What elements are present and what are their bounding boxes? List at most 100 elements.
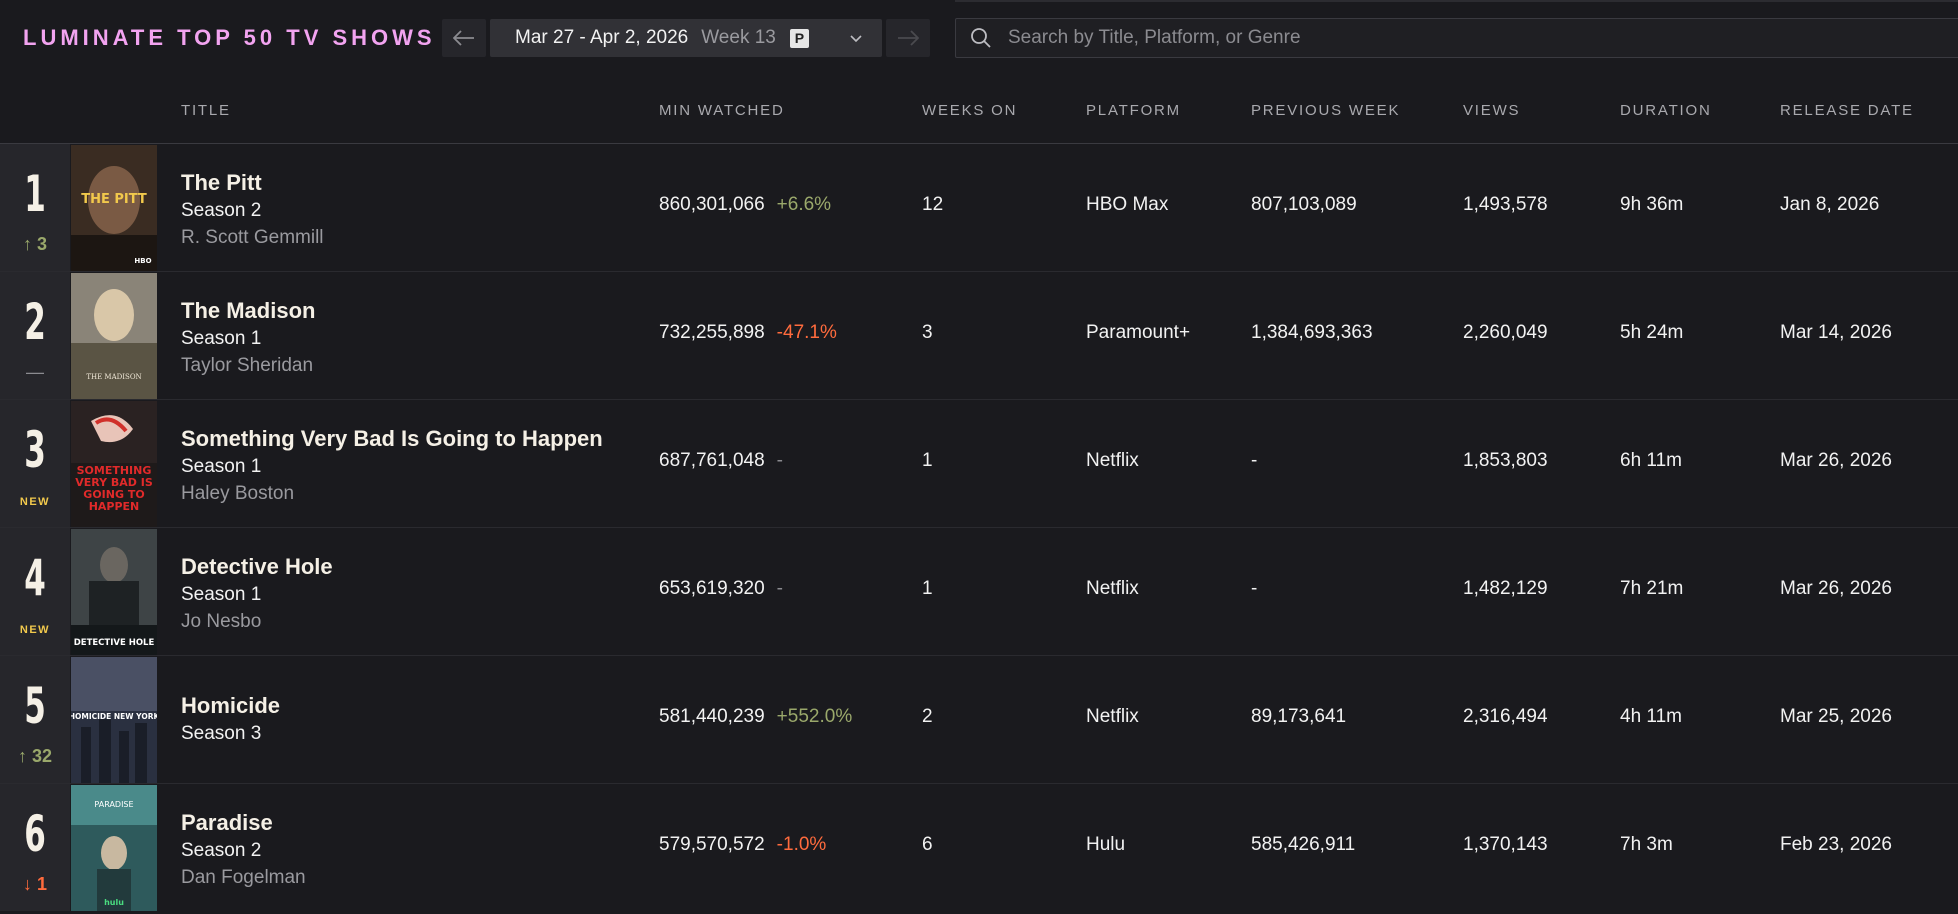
- release-date-cell: Mar 14, 2026: [1780, 322, 1892, 343]
- column-header-release-date[interactable]: RELEASE DATE: [1780, 102, 1914, 119]
- search-bar[interactable]: [955, 18, 1958, 58]
- rank-column: 2 —: [0, 272, 70, 399]
- top-divider: [955, 0, 1958, 2]
- show-title[interactable]: Paradise: [181, 810, 273, 835]
- season-label: Season 2: [181, 200, 262, 221]
- min-watched-cell: 732,255,898 -47.1%: [659, 322, 837, 344]
- date-range: Mar 27 - Apr 2, 2026: [515, 27, 689, 48]
- rank-number: 4: [24, 549, 46, 607]
- column-header-weeks-on[interactable]: WEEKS ON: [922, 102, 1018, 119]
- week-selector-dropdown[interactable]: Mar 27 - Apr 2, 2026 Week 13 P: [490, 19, 882, 57]
- row-divider: [0, 527, 1958, 528]
- next-week-button[interactable]: [886, 19, 930, 57]
- p-badge-icon: P: [789, 28, 809, 48]
- table-row[interactable]: 5 ↑ 32 HOMICIDE NEW YORK Homicide Season…: [0, 656, 1958, 784]
- column-header-views[interactable]: VIEWS: [1463, 102, 1521, 119]
- column-header-duration[interactable]: DURATION: [1620, 102, 1712, 119]
- previous-week-cell: 585,426,911: [1251, 834, 1356, 855]
- the-pitt-poster-image[interactable]: THE PITT HBO: [71, 145, 157, 271]
- show-title[interactable]: Something Very Bad Is Going to Happen: [181, 426, 603, 451]
- duration-cell: 4h 11m: [1620, 706, 1682, 727]
- column-header-platform[interactable]: PLATFORM: [1086, 102, 1181, 119]
- rank-column: 1 ↑ 3: [0, 144, 70, 271]
- the-madison-poster-image[interactable]: THE MADISON: [71, 273, 157, 399]
- rank-movement: ↑ 3: [22, 234, 47, 254]
- duration-cell: 9h 36m: [1620, 194, 1684, 215]
- release-date-cell: Mar 25, 2026: [1780, 706, 1892, 727]
- views-cell: 1,493,578: [1463, 194, 1548, 215]
- change-percent: -: [776, 450, 783, 471]
- table-row[interactable]: 3 NEW SOMETHING VERY BAD IS GOING TO HAP…: [0, 400, 1958, 528]
- poster-title-text: THE PITT: [81, 192, 147, 207]
- homicide-poster-image[interactable]: HOMICIDE NEW YORK: [71, 657, 157, 783]
- column-header-previous-week[interactable]: PREVIOUS WEEK: [1251, 102, 1401, 119]
- rank-number: 6: [24, 805, 46, 863]
- show-title[interactable]: The Pitt: [181, 170, 262, 195]
- rank-number: 5: [24, 677, 46, 735]
- something-very-bad-poster-image[interactable]: SOMETHING VERY BAD IS GOING TO HAPPEN: [71, 401, 157, 527]
- table-row[interactable]: 2 — THE MADISON The Madison Season 1 Tay…: [0, 272, 1958, 400]
- app-title: LUMINATE TOP 50 TV SHOWS: [23, 25, 436, 50]
- rank-column: 3 NEW: [0, 400, 70, 527]
- column-header-title[interactable]: TITLE: [181, 102, 231, 119]
- previous-week-cell: 1,384,693,363: [1251, 322, 1373, 343]
- platform-cell: HBO Max: [1086, 194, 1169, 215]
- duration-cell: 7h 3m: [1620, 834, 1673, 855]
- header-divider: [0, 143, 1958, 144]
- search-input[interactable]: [1008, 27, 1908, 49]
- paradise-poster-image[interactable]: PARADISE hulu: [71, 785, 157, 911]
- previous-week-cell: -: [1251, 578, 1258, 599]
- show-title[interactable]: Detective Hole: [181, 554, 333, 579]
- min-watched-value: 687,761,048: [659, 450, 765, 471]
- poster-title-text: THE MADISON: [86, 373, 141, 381]
- row-divider: [0, 399, 1958, 400]
- weeks-on-cell: 12: [922, 194, 944, 215]
- column-header-min-watched[interactable]: MIN WATCHED: [659, 102, 785, 119]
- title-cell: Paradise Season 2 Dan Fogelman: [181, 809, 306, 891]
- weeks-on-cell: 2: [922, 706, 933, 727]
- show-title[interactable]: The Madison: [181, 298, 316, 323]
- rank-number: 2: [24, 293, 46, 351]
- poster-title-text: PARADISE: [94, 800, 133, 809]
- table-row[interactable]: 4 NEW DETECTIVE HOLE Detective Hole Seas…: [0, 528, 1958, 656]
- arrow-right-icon: [898, 30, 919, 46]
- min-watched-cell: 579,570,572 -1.0%: [659, 834, 826, 856]
- rank-movement: ↓ 1: [22, 874, 47, 894]
- views-cell: 2,316,494: [1463, 706, 1548, 727]
- weeks-on-cell: 3: [922, 322, 933, 343]
- min-watched-value: 581,440,239: [659, 706, 765, 727]
- views-cell: 2,260,049: [1463, 322, 1548, 343]
- rank-column: 4 NEW: [0, 528, 70, 655]
- table-row[interactable]: 6 ↓ 1 PARADISE hulu Paradise Season 2 Da…: [0, 784, 1958, 912]
- previous-week-cell: 807,103,089: [1251, 194, 1357, 215]
- table-header: TITLE MIN WATCHED WEEKS ON PLATFORM PREV…: [0, 76, 1958, 144]
- min-watched-cell: 653,619,320-: [659, 578, 783, 600]
- season-label: Season 1: [181, 328, 262, 349]
- poster-title-text: HOMICIDE NEW YORK: [71, 712, 157, 721]
- previous-week-button[interactable]: [442, 19, 486, 57]
- release-date-cell: Mar 26, 2026: [1780, 578, 1892, 599]
- weeks-on-cell: 6: [922, 834, 933, 855]
- rank-number: 1: [24, 165, 46, 223]
- table-row[interactable]: 1 ↑ 3 THE PITT HBO The Pitt Season 2 R. …: [0, 144, 1958, 272]
- change-percent: -1.0%: [776, 834, 827, 855]
- creator-name: Jo Nesbo: [181, 611, 262, 632]
- rank-column: 6 ↓ 1: [0, 784, 70, 911]
- change-percent: -: [776, 578, 783, 599]
- rank-column: 5 ↑ 32: [0, 656, 70, 783]
- detective-hole-poster-image[interactable]: DETECTIVE HOLE: [71, 529, 157, 655]
- title-cell: Detective Hole Season 1 Jo Nesbo: [181, 553, 333, 635]
- title-cell: The Pitt Season 2 R. Scott Gemmill: [181, 169, 324, 251]
- creator-name: Taylor Sheridan: [181, 355, 314, 376]
- min-watched-value: 579,570,572: [659, 834, 765, 855]
- show-title[interactable]: Homicide: [181, 693, 281, 718]
- title-cell: The Madison Season 1 Taylor Sheridan: [181, 297, 315, 379]
- min-watched-cell: 581,440,239 +552.0%: [659, 706, 852, 728]
- change-percent: +552.0%: [776, 706, 853, 727]
- duration-cell: 6h 11m: [1620, 450, 1682, 471]
- season-label: Season 1: [181, 456, 262, 477]
- min-watched-cell: 687,761,048-: [659, 450, 783, 472]
- views-cell: 1,482,129: [1463, 578, 1548, 599]
- title-cell: Homicide Season 3: [181, 692, 280, 747]
- previous-week-cell: 89,173,641: [1251, 706, 1347, 727]
